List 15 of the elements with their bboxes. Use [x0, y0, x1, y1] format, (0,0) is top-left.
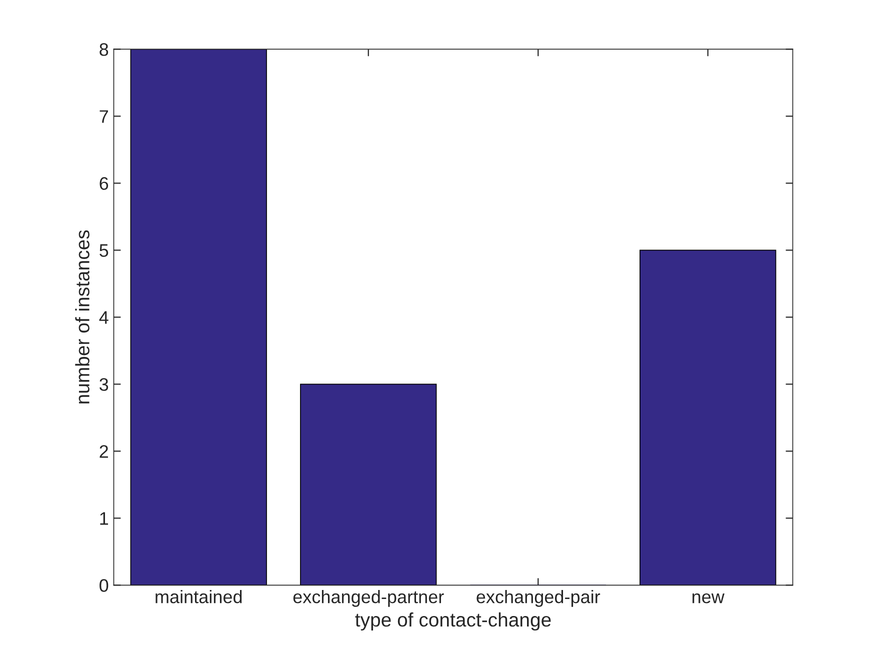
x-tick-label: exchanged-partner — [293, 590, 444, 607]
y-tick-label: 0 — [100, 579, 108, 592]
y-tick-label: 7 — [100, 110, 108, 123]
x-tick-label: maintained — [156, 590, 242, 604]
y-tick-label: 6 — [100, 177, 108, 190]
x-tick-label: exchanged-pair — [476, 590, 600, 607]
y-tick-label: 3 — [100, 378, 108, 391]
x-tick-label: new — [692, 593, 724, 604]
y-tick-label: 8 — [100, 43, 108, 56]
y-tick-label: 2 — [100, 445, 108, 458]
y-tick-label: 5 — [100, 244, 108, 257]
y-tick-label: 1 — [100, 512, 108, 525]
y-axis-title: number of instances — [75, 230, 90, 404]
x-axis-title: type of contact-change — [355, 612, 551, 631]
y-tick-label: 4 — [99, 311, 108, 324]
